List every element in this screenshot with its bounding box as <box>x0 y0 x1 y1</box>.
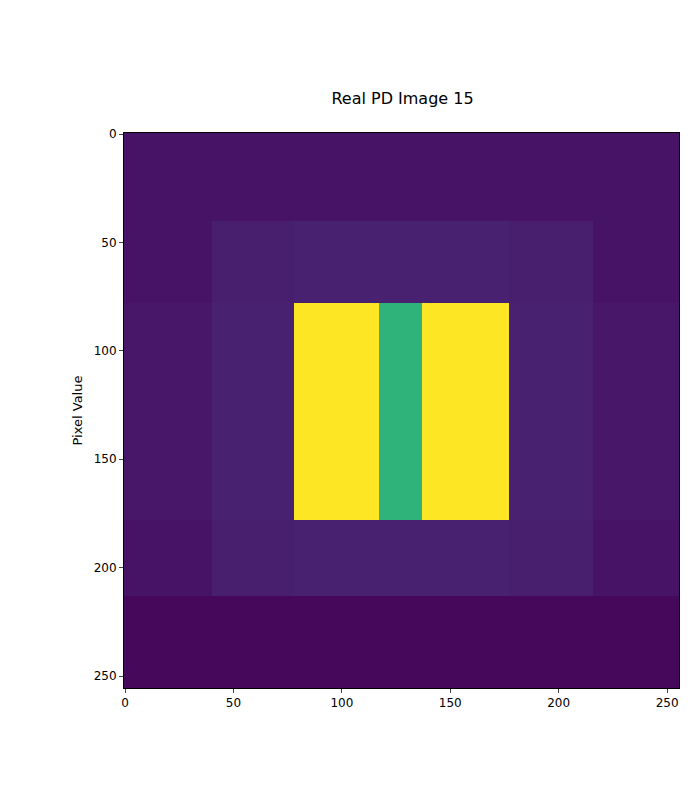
svg-text:100: 100 <box>94 344 117 358</box>
svg-text:100: 100 <box>330 696 353 710</box>
svg-text:0: 0 <box>121 696 129 710</box>
svg-text:200: 200 <box>547 696 570 710</box>
svg-text:Pixel Value: Pixel Value <box>70 376 85 446</box>
svg-text:250: 250 <box>656 696 679 710</box>
svg-text:250: 250 <box>94 669 117 683</box>
svg-text:Real PD Image 15: Real PD Image 15 <box>331 89 473 108</box>
svg-text:50: 50 <box>101 236 116 250</box>
svg-text:150: 150 <box>94 452 117 466</box>
svg-text:150: 150 <box>439 696 462 710</box>
svg-text:50: 50 <box>226 696 241 710</box>
svg-text:0: 0 <box>109 127 117 141</box>
svg-text:200: 200 <box>94 561 117 575</box>
